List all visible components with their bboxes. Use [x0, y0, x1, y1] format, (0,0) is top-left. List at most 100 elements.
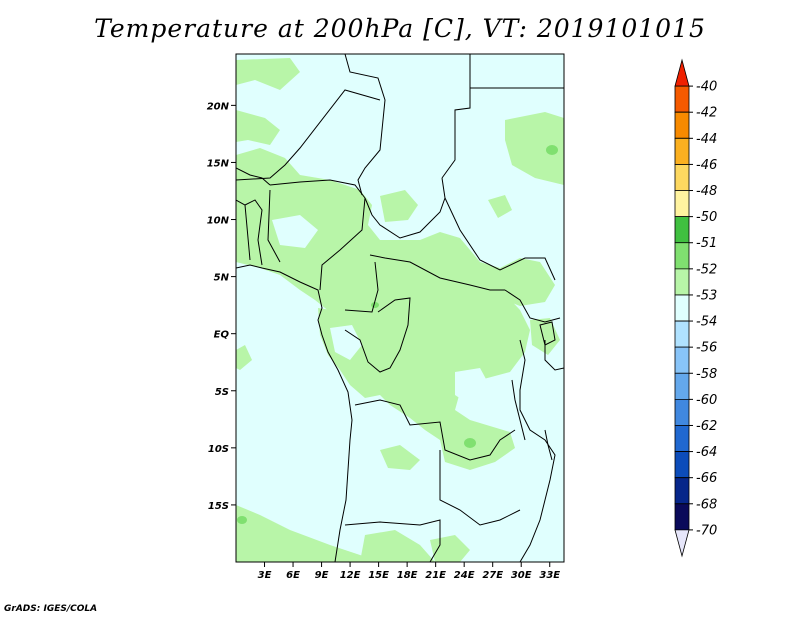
- border-niger-nigeria: [269, 179, 366, 199]
- patch-gabon-hole: [330, 325, 362, 360]
- shaded-regions: [236, 58, 564, 562]
- border-mali-burkina: [236, 167, 271, 186]
- colorbar-swatch: [674, 529, 690, 558]
- colorbar-label: -50: [696, 210, 717, 225]
- x-tick-label: 3E: [258, 570, 272, 581]
- border-car: [369, 254, 505, 291]
- colorbar-label: -64: [696, 445, 717, 460]
- patch-angola-dark: [464, 438, 476, 448]
- colorbar-label: -60: [696, 393, 717, 408]
- colorbar-label: -40: [696, 80, 717, 95]
- patch-sudan-dark: [546, 145, 558, 155]
- x-tick-label: 18E: [397, 570, 418, 581]
- lake-victoria: [539, 321, 556, 346]
- border-angola-zambia: [439, 450, 521, 526]
- y-tick-label: 5N: [214, 273, 230, 284]
- y-tick-label: 10N: [207, 216, 230, 227]
- coastline: [236, 264, 353, 562]
- patch-atlantic-dark: [237, 516, 247, 524]
- y-tick-label: EQ: [214, 330, 230, 341]
- region-sudan-east: [505, 112, 564, 185]
- colorbar-swatch: [674, 346, 690, 374]
- colorbar-label: -56: [696, 341, 717, 356]
- colorbar-swatch: [674, 268, 690, 296]
- y-tick-label: 15N: [207, 158, 230, 169]
- colorbar-swatch: [674, 451, 690, 479]
- region-congo-basin: [318, 286, 530, 470]
- x-tick-label: 21E: [425, 570, 446, 581]
- region-angola-strip: [380, 445, 420, 470]
- border-tanzania: [544, 340, 564, 371]
- colorbar-swatch: [674, 294, 690, 322]
- y-tick-label: 10S: [208, 444, 229, 455]
- region-west-coast-patch: [236, 345, 252, 370]
- colorbar-label: -62: [696, 419, 717, 434]
- colorbar-swatch: [674, 477, 690, 505]
- colorbar-label: -48: [696, 184, 717, 199]
- colorbar: -40 -42 -44 -46 -48 -50 -51 -52 -53 -54 -56 -58 -60 -…: [674, 58, 717, 558]
- x-tick-label: 6E: [286, 570, 300, 581]
- colorbar-swatch: [674, 425, 690, 452]
- x-tick-label: 33E: [539, 570, 560, 581]
- x-tick-label: 27E: [482, 570, 503, 581]
- colorbar-label: -66: [696, 471, 717, 486]
- colorbar-label: -52: [696, 262, 717, 277]
- chart-title: Temperature at 200hPa [C], VT: 201910101…: [94, 14, 706, 43]
- x-tick-label: 12E: [340, 570, 361, 581]
- colorbar-swatch: [674, 111, 690, 139]
- border-algeria-libya: [344, 54, 386, 196]
- colorbar-label: -51: [696, 236, 717, 251]
- colorbar-swatch: [674, 190, 690, 218]
- map-frame: [235, 53, 565, 563]
- region-sahara-strip: [236, 110, 280, 145]
- lake-malawi: [544, 429, 553, 461]
- patch-nigeria-hole: [272, 215, 318, 248]
- region-west-africa: [236, 148, 555, 318]
- colorbar-label: -42: [696, 106, 717, 121]
- colorbar-swatch: [674, 242, 690, 270]
- colorbar-swatch: [674, 164, 690, 191]
- x-tick-label: 9E: [315, 570, 329, 581]
- colorbar-label: -44: [696, 132, 717, 147]
- y-tick-label: 20N: [207, 101, 230, 112]
- border-cameroon-car: [344, 261, 379, 313]
- colorbar-swatch: [674, 58, 690, 87]
- border-congo-drc: [344, 297, 411, 373]
- colorbar-swatch: [674, 372, 690, 400]
- border-drc-angola: [354, 399, 516, 461]
- x-tick-label: 30E: [511, 570, 532, 581]
- colorbar-label: -58: [696, 367, 717, 382]
- colorbar-swatch: [674, 216, 690, 244]
- border-sudan-south: [444, 197, 556, 281]
- border-niger-mali: [236, 89, 381, 181]
- region-north-patch: [236, 58, 300, 90]
- darker-green-patches: [237, 145, 558, 524]
- x-tick-label: 24E: [454, 570, 475, 581]
- border-angola-namibia: [344, 519, 441, 562]
- y-axis: 20N 15N 10N 5N EQ 5S 10S 15S: [207, 101, 236, 512]
- country-borders: [236, 54, 564, 562]
- border-east-africa: [504, 289, 561, 562]
- region-south-blob: [360, 530, 435, 562]
- colorbar-label: -68: [696, 497, 717, 512]
- colorbar-label: -54: [696, 315, 717, 330]
- colorbar-label: -46: [696, 158, 717, 173]
- colorbar-swatch: [674, 137, 690, 165]
- colorbar-swatch: [674, 320, 690, 348]
- border-chad-east: [364, 177, 446, 239]
- region-east-blob: [488, 195, 512, 218]
- colorbar-swatch: [674, 85, 690, 113]
- patch-angola-hole: [455, 368, 492, 405]
- border-west-coast-states: [236, 199, 263, 266]
- x-tick-label: 15E: [368, 570, 389, 581]
- x-axis: 3E 6E 9E 12E 15E 18E 21E 24E 27E 30E 33E: [258, 562, 560, 581]
- colorbar-swatch: [674, 503, 690, 531]
- region-central-blob: [380, 190, 418, 222]
- grads-credit: GrADS: IGES/COLA: [4, 604, 98, 614]
- light-blue-patches: [272, 215, 492, 405]
- border-nigeria-cameroon: [267, 189, 366, 291]
- colorbar-swatch: [674, 398, 690, 426]
- colorbar-label: -53: [696, 288, 717, 303]
- colorbar-label: -70: [696, 523, 717, 538]
